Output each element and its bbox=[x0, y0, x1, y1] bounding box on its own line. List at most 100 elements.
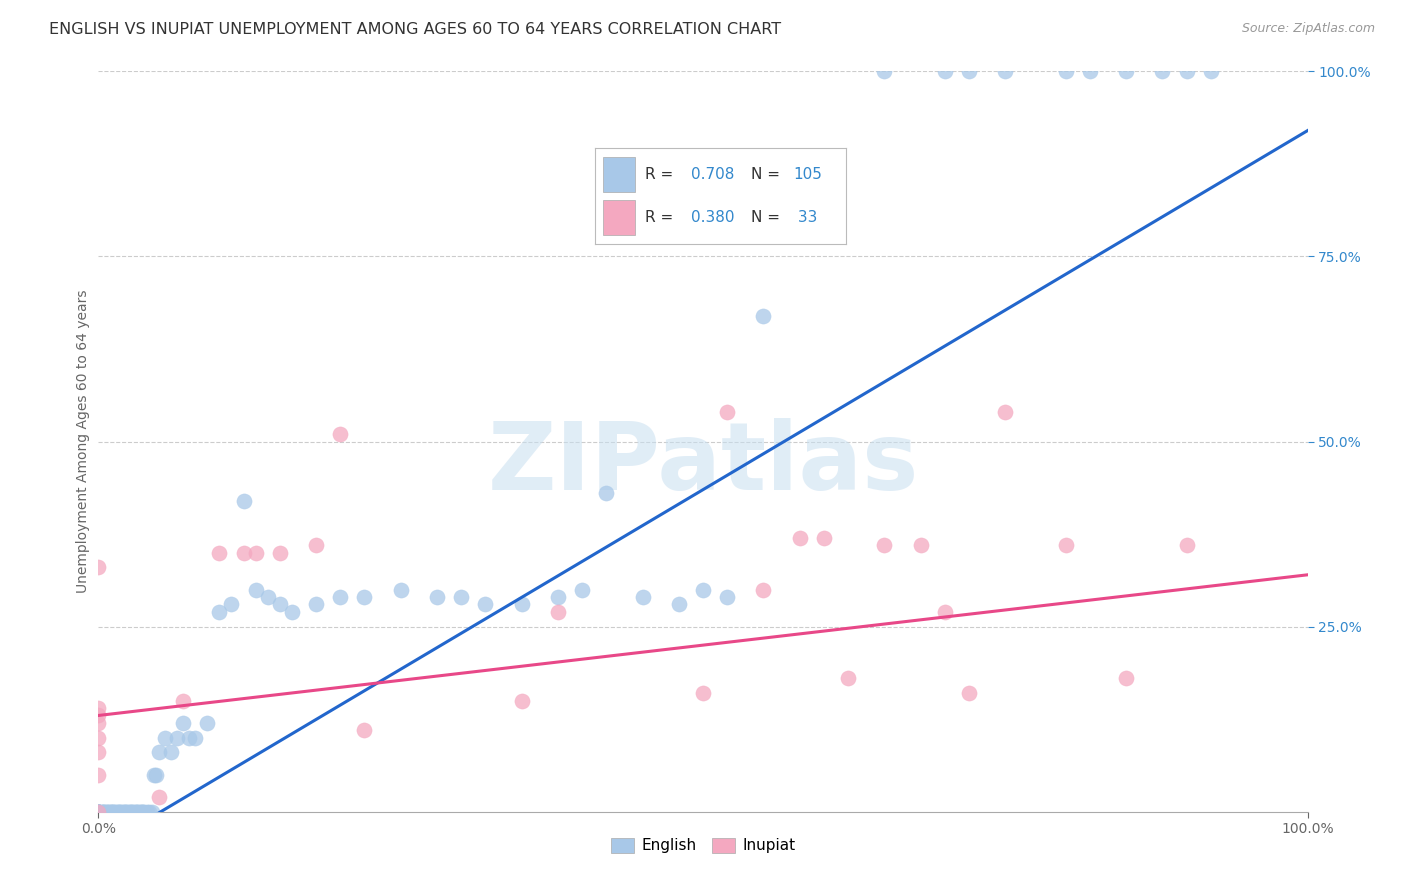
Point bbox=[179, 731, 201, 745]
Point bbox=[87, 805, 110, 819]
Point bbox=[994, 64, 1017, 78]
Point bbox=[87, 805, 110, 819]
Point bbox=[115, 805, 138, 819]
Point bbox=[716, 405, 738, 419]
Point bbox=[127, 805, 149, 819]
Point bbox=[97, 805, 120, 819]
Point bbox=[957, 686, 980, 700]
Point bbox=[934, 64, 956, 78]
Point bbox=[127, 805, 149, 819]
Text: ENGLISH VS INUPIAT UNEMPLOYMENT AMONG AGES 60 TO 64 YEARS CORRELATION CHART: ENGLISH VS INUPIAT UNEMPLOYMENT AMONG AG… bbox=[49, 22, 782, 37]
Point bbox=[353, 590, 375, 604]
Point bbox=[93, 805, 115, 819]
Point bbox=[100, 805, 122, 819]
Point bbox=[87, 805, 110, 819]
Point bbox=[547, 590, 569, 604]
Point bbox=[128, 805, 150, 819]
Text: N =: N = bbox=[751, 167, 785, 182]
Point bbox=[269, 546, 291, 560]
Point bbox=[87, 805, 110, 819]
Point bbox=[692, 686, 714, 700]
Point bbox=[208, 605, 231, 619]
Point bbox=[1199, 64, 1222, 78]
Point bbox=[148, 746, 170, 760]
Point bbox=[172, 715, 194, 730]
Point bbox=[329, 590, 352, 604]
Point bbox=[125, 805, 148, 819]
Text: N =: N = bbox=[751, 210, 785, 225]
Point bbox=[87, 805, 110, 819]
Point bbox=[1115, 672, 1137, 686]
Point bbox=[94, 805, 117, 819]
Point bbox=[389, 582, 412, 597]
Point bbox=[96, 805, 118, 819]
Text: 105: 105 bbox=[793, 167, 823, 182]
Point bbox=[208, 546, 231, 560]
Point bbox=[166, 731, 188, 745]
Point bbox=[281, 605, 304, 619]
Point bbox=[87, 805, 110, 819]
Point bbox=[87, 805, 110, 819]
Point bbox=[510, 694, 533, 708]
Point bbox=[245, 582, 267, 597]
Text: 0.380: 0.380 bbox=[690, 210, 734, 225]
FancyBboxPatch shape bbox=[603, 200, 636, 235]
Point bbox=[87, 805, 110, 819]
Point bbox=[101, 805, 124, 819]
Point bbox=[752, 582, 775, 597]
Point bbox=[873, 64, 896, 78]
Point bbox=[195, 715, 218, 730]
Point bbox=[353, 723, 375, 738]
Point bbox=[118, 805, 141, 819]
Point bbox=[716, 590, 738, 604]
Point bbox=[91, 805, 114, 819]
Point bbox=[269, 598, 291, 612]
Point bbox=[87, 731, 110, 745]
Point bbox=[118, 805, 141, 819]
Point bbox=[100, 805, 122, 819]
Point bbox=[87, 805, 110, 819]
Point bbox=[305, 598, 328, 612]
Point bbox=[87, 805, 110, 819]
Point bbox=[910, 538, 932, 552]
Point bbox=[93, 805, 115, 819]
Point bbox=[107, 805, 129, 819]
Point bbox=[87, 805, 110, 819]
Point bbox=[117, 805, 139, 819]
Point bbox=[110, 805, 132, 819]
Point bbox=[108, 805, 131, 819]
Point bbox=[104, 805, 127, 819]
Text: ZIPatlas: ZIPatlas bbox=[488, 417, 918, 509]
Text: R =: R = bbox=[645, 210, 679, 225]
Point bbox=[87, 805, 110, 819]
Point bbox=[148, 789, 170, 804]
Point bbox=[87, 805, 110, 819]
Point bbox=[160, 746, 183, 760]
Point bbox=[103, 805, 125, 819]
Point bbox=[108, 805, 131, 819]
Point bbox=[595, 486, 617, 500]
Point bbox=[1115, 64, 1137, 78]
Text: R =: R = bbox=[645, 167, 679, 182]
Point bbox=[114, 805, 136, 819]
Point bbox=[1078, 64, 1101, 78]
Point bbox=[221, 598, 243, 612]
Point bbox=[145, 767, 167, 781]
Point bbox=[245, 546, 267, 560]
Point bbox=[232, 546, 254, 560]
Y-axis label: Unemployment Among Ages 60 to 64 years: Unemployment Among Ages 60 to 64 years bbox=[76, 290, 90, 593]
Point bbox=[87, 805, 110, 819]
Point bbox=[87, 805, 110, 819]
Point bbox=[134, 805, 156, 819]
Point bbox=[87, 805, 110, 819]
Point bbox=[100, 805, 122, 819]
Point bbox=[87, 805, 110, 819]
Point bbox=[87, 805, 110, 819]
Point bbox=[153, 731, 176, 745]
Point bbox=[1175, 538, 1198, 552]
FancyBboxPatch shape bbox=[603, 157, 636, 192]
Point bbox=[256, 590, 278, 604]
Point bbox=[135, 805, 157, 819]
Point bbox=[129, 805, 152, 819]
Point bbox=[873, 538, 896, 552]
